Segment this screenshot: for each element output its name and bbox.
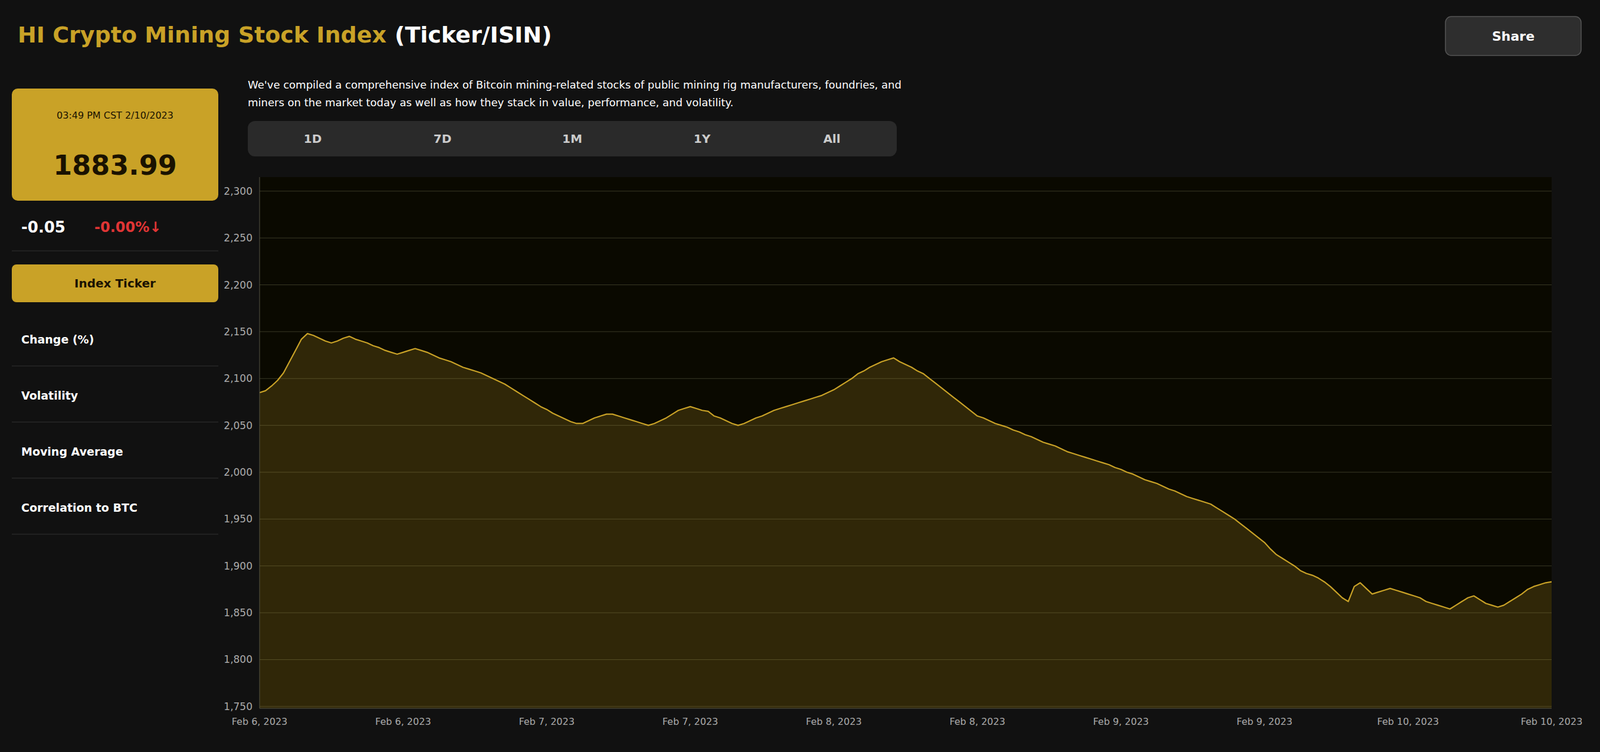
y-tick-label: 1,800 xyxy=(223,653,253,665)
x-tick-label: Feb 9, 2023 xyxy=(1236,715,1293,727)
menu-label[interactable]: Volatility xyxy=(21,388,79,402)
y-tick-label: 1,900 xyxy=(223,559,253,572)
y-tick-label: 2,300 xyxy=(223,185,253,198)
index-value: 1883.99 xyxy=(53,149,177,182)
y-axis: 1,750 1,800 1,850 1,900 1,950 2,000 2,050 2,100… xyxy=(223,185,1552,713)
x-tick-label: Feb 7, 2023 xyxy=(518,715,575,727)
y-tick-label: 1,950 xyxy=(223,512,253,525)
grid-line xyxy=(259,190,1552,192)
description: We've compiled a comprehensive index of … xyxy=(247,78,902,91)
tab[interactable]: 1Y xyxy=(693,131,711,146)
menu-label[interactable]: Change (%) xyxy=(21,332,94,346)
share-box[interactable] xyxy=(1445,16,1582,56)
series-line xyxy=(259,333,1552,609)
menu-label[interactable]: Index Ticker xyxy=(74,276,156,291)
description: miners on the market today as well as ho… xyxy=(247,96,734,109)
subtitle: (Ticker/ISIN) xyxy=(394,21,552,48)
x-tick-label: Feb 10, 2023 xyxy=(1376,715,1439,727)
y-tick-label: 2,200 xyxy=(223,279,253,291)
change-percent: -0.00%↓ xyxy=(94,218,162,236)
y-tick-label: 2,000 xyxy=(223,466,253,478)
x-tick-label: Feb 8, 2023 xyxy=(805,715,862,727)
x-tick-label: Feb 9, 2023 xyxy=(1093,715,1149,727)
page: HI Crypto Mining Stock Index (Ticker/ISIN… xyxy=(0,0,1600,752)
plot-area xyxy=(259,176,1552,708)
title: HI Crypto Mining Stock Index xyxy=(17,21,387,48)
x-axis-line xyxy=(259,707,1552,709)
title-line: HI Crypto Mining Stock Index (Ticker/ISIN… xyxy=(17,21,552,48)
tab-bar xyxy=(247,120,897,157)
grid-line xyxy=(259,237,1552,239)
x-tick-label: Feb 6, 2023 xyxy=(231,715,288,727)
y-tick-label: 1,750 xyxy=(223,700,253,713)
separator xyxy=(11,250,219,252)
separator xyxy=(11,421,219,423)
y-tick-label: 2,100 xyxy=(223,372,253,385)
menu-button[interactable] xyxy=(11,264,219,303)
series-group xyxy=(259,333,1552,708)
grid-line xyxy=(259,284,1552,285)
tab[interactable]: 1D xyxy=(303,131,323,146)
separator xyxy=(11,365,219,367)
menu-label[interactable]: Moving Average xyxy=(21,444,124,458)
value-box xyxy=(11,88,219,201)
area-fill xyxy=(259,333,1552,708)
x-tick-label: Feb 10, 2023 xyxy=(1520,715,1583,727)
change-value: -0.05 xyxy=(21,218,66,236)
x-tick-label: Feb 6, 2023 xyxy=(375,715,431,727)
timestamp: 03:49 PM CST 2/10/2023 xyxy=(56,109,174,121)
share-button[interactable]: Share xyxy=(1445,16,1582,56)
x-tick-label: Feb 8, 2023 xyxy=(949,715,1005,727)
tab[interactable]: 7D xyxy=(433,131,452,146)
y-tick-label: 2,150 xyxy=(223,325,253,338)
separator xyxy=(11,533,219,535)
grid-line xyxy=(259,330,1552,332)
x-axis: Feb 6, 2023 Feb 6, 2023 Feb 7, 2023 Feb 7, … xyxy=(231,715,1583,727)
tab[interactable]: All xyxy=(823,131,841,146)
background xyxy=(0,0,1600,752)
menu-label[interactable]: Correlation to BTC xyxy=(21,500,138,514)
y-axis-line xyxy=(259,176,261,708)
y-tick-label: 2,250 xyxy=(223,231,253,244)
separator xyxy=(11,477,219,479)
share-label[interactable]: Share xyxy=(1492,28,1535,44)
y-tick-label: 2,050 xyxy=(223,419,253,432)
x-tick-label: Feb 7, 2023 xyxy=(662,715,718,727)
tab[interactable]: 1M xyxy=(562,131,583,146)
y-tick-label: 1,850 xyxy=(223,606,253,619)
